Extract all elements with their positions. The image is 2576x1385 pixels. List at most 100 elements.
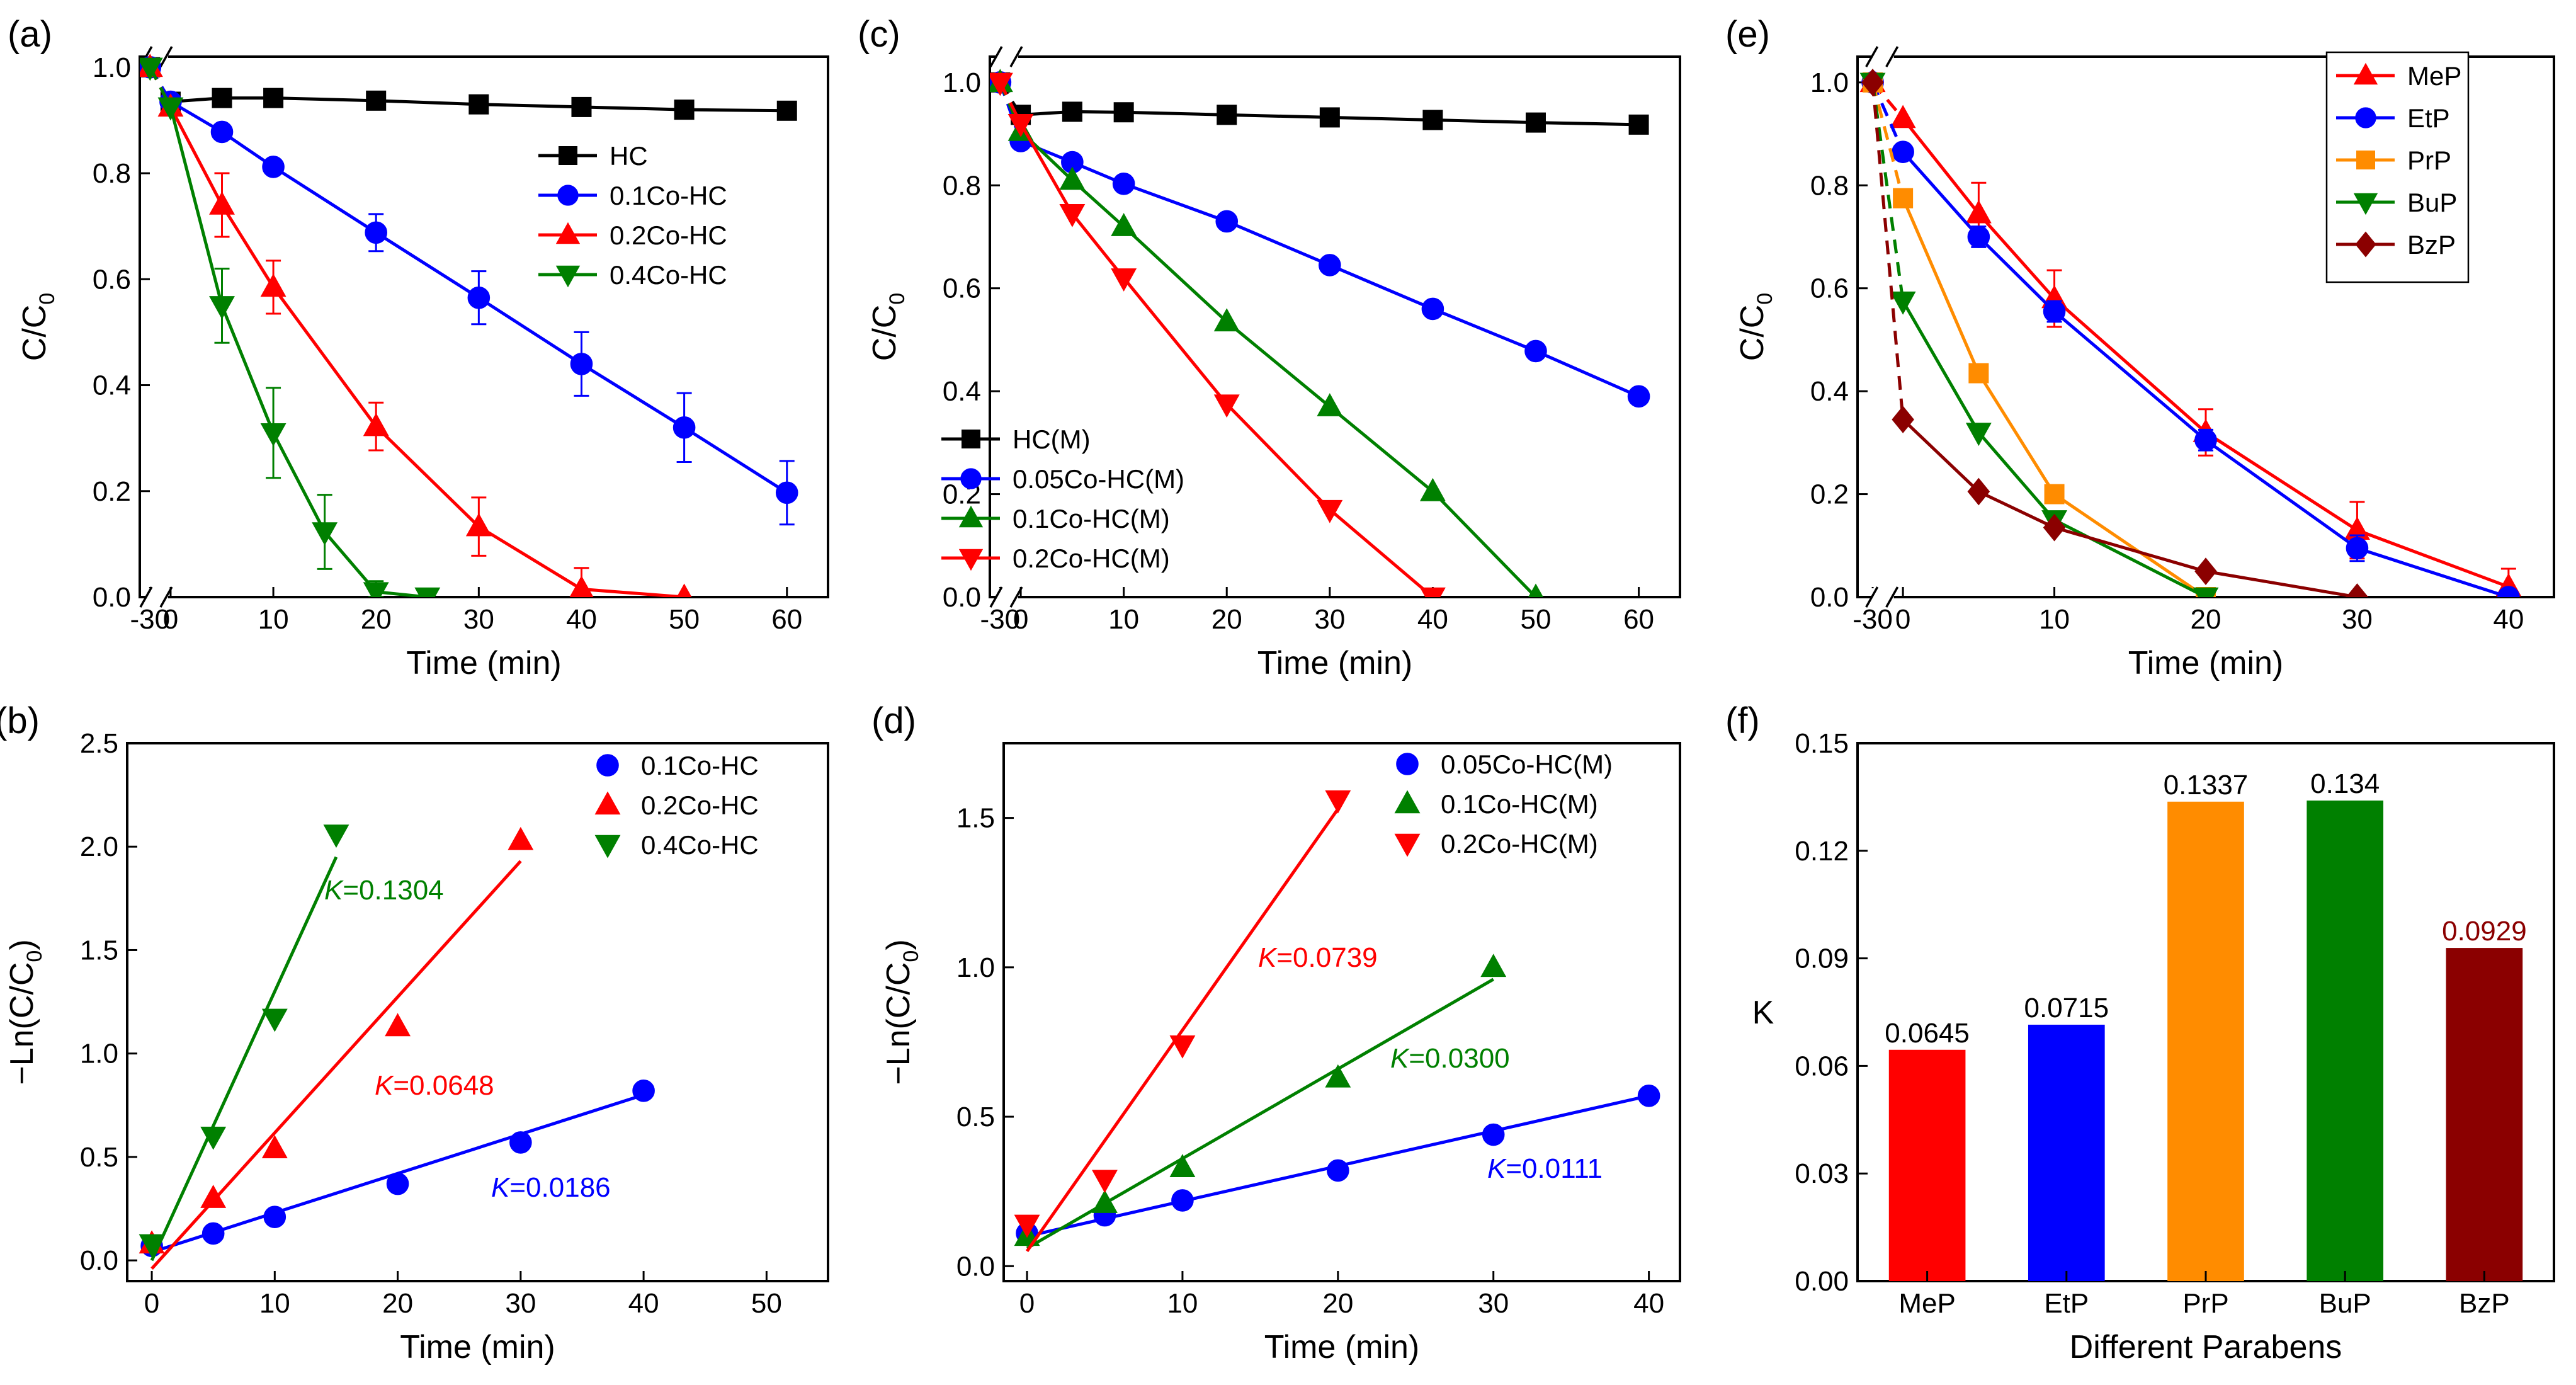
legend-label: 0.2Co-HC(M) — [1013, 544, 1170, 573]
y-tick-label: 1.0 — [80, 1039, 118, 1069]
series-line — [1902, 117, 2509, 588]
legend-marker — [1394, 833, 1421, 857]
legend-label: HC — [610, 141, 648, 171]
x-tick-label: 50 — [669, 604, 700, 635]
data-point — [2194, 428, 2217, 452]
data-point — [1317, 499, 1343, 523]
y-tick-label: 0.0 — [1810, 582, 1849, 613]
bar-bup — [2306, 801, 2384, 1281]
data-point — [157, 97, 184, 121]
y-tick-label: 1.0 — [93, 52, 131, 83]
x-tick-label: 30 — [1478, 1288, 1509, 1319]
y-tick-label: 0.0 — [956, 1251, 995, 1282]
plot-frame — [126, 742, 829, 1282]
legend-label: 0.2Co-HC — [641, 790, 759, 820]
x-tick-label: 40 — [1417, 604, 1448, 635]
data-point — [1059, 166, 1086, 190]
x-tick-label: 0 — [144, 1288, 159, 1319]
data-point — [200, 1185, 227, 1208]
legend-marker — [559, 146, 577, 165]
series-0-4co-hc — [140, 57, 441, 597]
legend: 0.05Co-HC(M) 0.1Co-HC(M) 0.2Co-HC(M) — [1394, 749, 1613, 858]
series-line-break — [1871, 82, 1905, 199]
legend: HC 0.1Co-HC 0.2Co-HC 0.4Co-HC — [538, 141, 727, 290]
x-tick-label: 40 — [2493, 604, 2524, 635]
y-tick-label: 0.8 — [93, 158, 131, 189]
series-hc — [140, 57, 797, 121]
data-point — [1967, 225, 1990, 248]
data-point — [1092, 1190, 1118, 1213]
data-point — [775, 481, 798, 504]
rate-constant-label: K=0.0186 — [491, 1172, 611, 1203]
y-tick-label: 0.0 — [943, 582, 981, 613]
rate-constant-label: K=0.0648 — [375, 1070, 494, 1101]
data-point — [465, 513, 492, 537]
plot-frame — [989, 55, 1681, 598]
data-point — [676, 583, 692, 597]
series-line — [169, 106, 684, 597]
y-tick-label: 0.8 — [943, 170, 981, 201]
x-tick-label: -30 — [130, 604, 171, 635]
x-axis-title: Time (min) — [406, 645, 562, 681]
x-tick-label: 10 — [1108, 604, 1139, 635]
axis-break-mark — [1885, 586, 1899, 608]
data-point — [200, 1126, 227, 1150]
y-tick-label: 0.4 — [1810, 376, 1849, 407]
series-0-2co-hc-m- — [1014, 790, 1351, 1252]
legend-item: 0.2Co-HC(M) — [941, 544, 1170, 573]
x-axis-title: Time (min) — [400, 1329, 555, 1365]
y-tick-label: 0.5 — [80, 1142, 118, 1173]
legend-marker — [2355, 107, 2376, 128]
panel-label: (f) — [1725, 700, 1760, 741]
legend-item: 0.05Co-HC(M) — [941, 464, 1184, 494]
axis-break-mark — [1865, 586, 1879, 608]
bar-value-label: 0.1337 — [2164, 770, 2249, 801]
x-tick-label: 50 — [1521, 604, 1552, 635]
panel-label: (d) — [871, 700, 916, 741]
data-point — [570, 353, 593, 375]
legend-item: 0.4Co-HC — [594, 830, 759, 860]
x-tick-label: 30 — [1314, 604, 1345, 635]
x-tick-label: 40 — [1633, 1288, 1664, 1319]
x-tick-label: 30 — [2342, 604, 2373, 635]
series-line — [1902, 418, 2358, 597]
data-point — [1528, 583, 1543, 597]
plot-area — [1859, 69, 2522, 597]
panel-label: (a) — [8, 14, 52, 55]
data-point — [210, 120, 234, 144]
plot-frame — [1002, 742, 1681, 1282]
x-tick-label: MeP — [1898, 1288, 1955, 1319]
data-point — [140, 57, 163, 81]
data-point — [1325, 1064, 1351, 1088]
y-tick-label: 0.8 — [1810, 170, 1849, 201]
data-point — [323, 824, 349, 848]
x-tick-label: 20 — [382, 1288, 413, 1319]
x-tick-label: 60 — [1623, 604, 1654, 635]
data-point — [2044, 484, 2065, 504]
bar-value-label: 0.0715 — [2024, 993, 2109, 1023]
legend-item: 0.1Co-HC(M) — [1394, 789, 1598, 819]
legend-item: 0.1Co-HC — [596, 751, 759, 780]
data-point — [201, 1222, 225, 1245]
data-point — [1319, 254, 1341, 276]
data-point — [363, 582, 389, 597]
x-tick-label: -30 — [1853, 604, 1893, 635]
data-point — [2346, 583, 2369, 597]
x-tick-label: 20 — [1211, 604, 1242, 635]
x-tick-label: -30 — [980, 604, 1021, 635]
data-point — [1169, 1035, 1196, 1059]
x-tick-label: 40 — [628, 1288, 659, 1319]
x-tick-label: BuP — [2319, 1288, 2371, 1319]
data-point — [1319, 107, 1340, 128]
fit-line — [150, 856, 338, 1262]
bar-value-label: 0.0929 — [2442, 916, 2527, 947]
data-point — [468, 94, 489, 115]
data-point — [1419, 587, 1446, 597]
axis-break-mark — [159, 586, 173, 608]
data-point — [1014, 1214, 1040, 1238]
x-tick-label: EtP — [2044, 1288, 2089, 1319]
data-point — [1111, 213, 1137, 236]
legend-label: 0.4Co-HC — [641, 830, 759, 860]
data-point — [1113, 102, 1134, 123]
